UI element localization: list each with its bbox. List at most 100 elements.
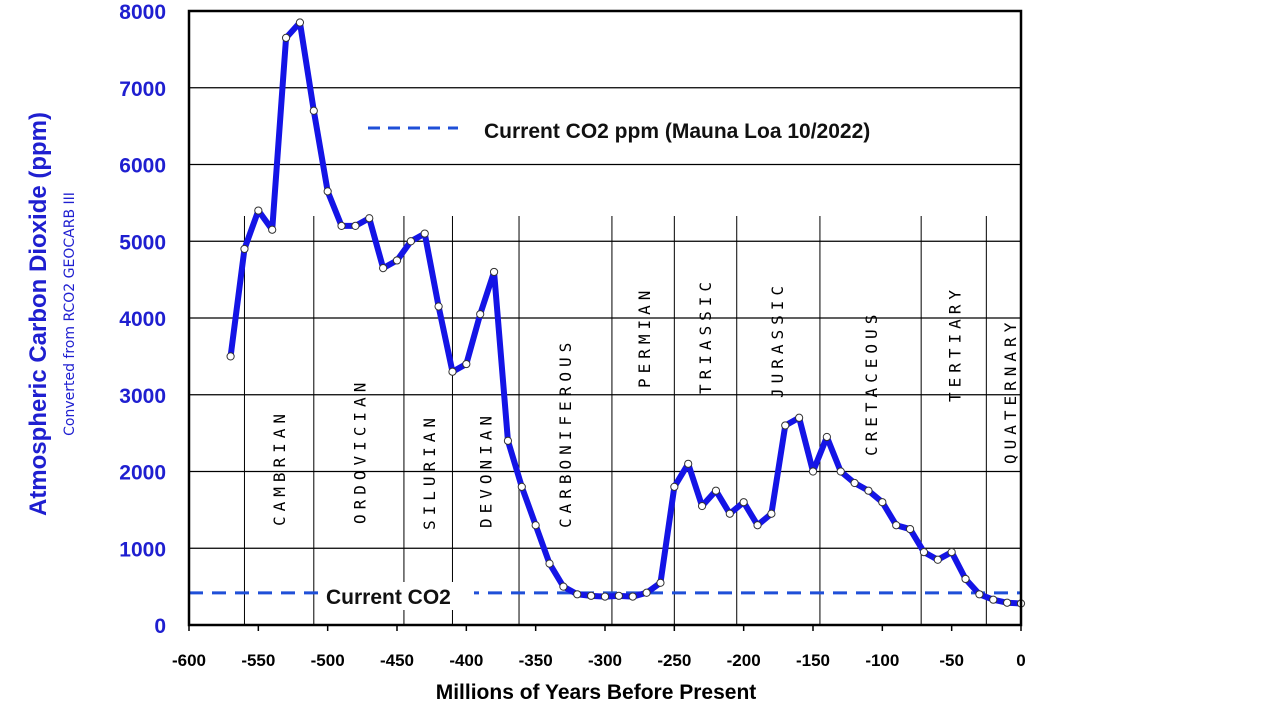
x-tick-label--350: -350 (519, 651, 553, 670)
data-point (670, 482, 679, 491)
data-point (600, 592, 610, 601)
data-point (725, 509, 734, 518)
data-point (462, 359, 471, 369)
data-point (559, 582, 568, 591)
data-point (1003, 598, 1012, 607)
y-tick-label-7000: 7000 (119, 78, 166, 101)
period-lines (243, 216, 987, 625)
data-point (822, 432, 831, 442)
data-point (767, 509, 776, 518)
y-axis-subtitle: Converted from RCO2 GEOCARB III (62, 192, 78, 436)
data-point (711, 486, 721, 495)
y-tick-label-4000: 4000 (119, 308, 166, 331)
data-point (351, 221, 360, 230)
data-point (642, 588, 651, 597)
x-axis-ticks: -600 -550 -500 -450 -400 -350 -300 -250 -200 -150… (172, 625, 1026, 670)
co2-line (227, 19, 1024, 607)
x-tick-label--400: -400 (449, 651, 483, 670)
y-tick-label-6000: 6000 (119, 155, 166, 178)
data-point (268, 225, 277, 234)
period-label-devonian: DEVONIAN (477, 411, 496, 528)
data-point (656, 578, 665, 587)
annotation-bg (322, 582, 474, 610)
y-axis-title: Atmospheric Carbon Dioxide (ppm) (25, 112, 52, 516)
data-point (503, 436, 513, 445)
y-tick-label-2000: 2000 (119, 462, 166, 485)
data-point (587, 591, 596, 600)
data-point (864, 486, 873, 495)
data-point (989, 595, 998, 604)
data-point (795, 413, 804, 422)
x-tick-label--50: -50 (939, 651, 964, 670)
data-point (406, 237, 415, 246)
period-label-ordovician: ORDOVICIAN (351, 378, 370, 524)
period-label-silurian: SILURIAN (420, 413, 439, 530)
data-point (808, 467, 818, 476)
legend-label: Current CO2 ppm (Mauna Loa 10/2022) (484, 120, 870, 143)
data-point (905, 524, 915, 534)
x-tick-label-0: 0 (1016, 651, 1025, 670)
data-point (739, 498, 748, 507)
co2-series (226, 18, 1026, 608)
data-point (697, 501, 707, 511)
period-label-permian: PERMIAN (635, 286, 654, 388)
period-labels: CAMBRIAN ORDOVICIAN SILURIAN DEVONIAN CARBON… (270, 277, 1020, 530)
data-point (947, 547, 956, 557)
period-label-carboniferous: CARBONIFEROUS (556, 338, 575, 528)
data-point (878, 498, 887, 507)
data-point (614, 591, 623, 600)
x-axis-title: Millions of Years Before Present (436, 681, 757, 704)
y-tick-label-1000: 1000 (119, 538, 166, 561)
data-point (254, 206, 263, 215)
data-point (476, 310, 485, 319)
data-point (392, 256, 402, 265)
data-point (628, 592, 637, 601)
period-label-tertiary: TERTIARY (945, 285, 964, 402)
data-point (226, 352, 235, 361)
y-axis-ticks: 0 1000 2000 3000 4000 5000 6000 7000 8000 (119, 1, 166, 638)
data-point (573, 590, 582, 599)
data-point (517, 482, 526, 491)
period-label-triassic: TRIASSIC (696, 277, 715, 394)
data-point (531, 521, 540, 530)
data-point (309, 106, 318, 115)
data-point (919, 547, 929, 557)
x-tick-label--450: -450 (380, 651, 414, 670)
x-tick-label--300: -300 (588, 651, 622, 670)
y-tick-label-3000: 3000 (119, 385, 166, 408)
data-point (781, 421, 790, 430)
data-point (420, 229, 429, 238)
x-tick-label--550: -550 (241, 651, 275, 670)
x-tick-label--200: -200 (727, 651, 761, 670)
data-point (337, 221, 346, 230)
current-co2-annotation: Current CO2 (326, 586, 451, 609)
y-tick-label-8000: 8000 (119, 1, 166, 24)
data-point (836, 467, 845, 476)
x-tick-label--600: -600 (172, 651, 206, 670)
data-point (448, 367, 457, 376)
period-label-cambrian: CAMBRIAN (270, 409, 289, 526)
data-point (281, 33, 291, 42)
data-point (684, 459, 693, 468)
period-label-jurassic: JURASSIC (768, 281, 787, 398)
x-tick-label--100: -100 (865, 651, 899, 670)
period-label-quaternary: QUATERNARY (1001, 318, 1020, 464)
x-tick-label--150: -150 (796, 651, 830, 670)
data-point (323, 187, 332, 196)
x-tick-label--250: -250 (657, 651, 691, 670)
data-point (240, 244, 249, 254)
data-point (753, 521, 762, 530)
data-point (365, 214, 374, 223)
data-point (295, 18, 305, 27)
gridlines (189, 10, 1021, 549)
data-point (850, 478, 859, 488)
y-tick-label-0: 0 (154, 615, 166, 638)
x-tick-label--500: -500 (311, 651, 345, 670)
data-point (961, 574, 970, 584)
data-point (434, 302, 443, 311)
data-point (545, 559, 554, 568)
data-point (975, 590, 984, 599)
data-point (379, 264, 388, 273)
data-point (933, 555, 942, 564)
